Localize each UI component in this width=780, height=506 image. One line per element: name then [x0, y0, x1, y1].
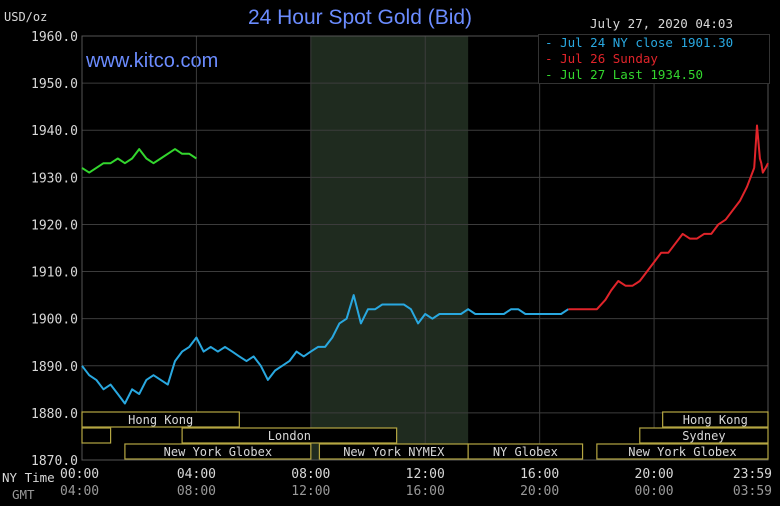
- session-box: [124, 443, 312, 460]
- x-tick-label-gmt: 04:00: [60, 484, 99, 499]
- session-box: [181, 427, 398, 444]
- session-box: [596, 443, 769, 460]
- site-link[interactable]: www.kitco.com: [86, 50, 219, 72]
- session-box: [467, 443, 584, 460]
- session-label: Hong Kong: [128, 413, 193, 427]
- series-line-3: [753, 124, 769, 174]
- x-tick-label-ny: 04:00: [177, 467, 216, 482]
- session-label: New York NYMEX: [343, 445, 445, 459]
- y-tick-label: 1900.0: [31, 313, 78, 328]
- x-tick-label-gmt: 20:00: [520, 484, 559, 499]
- session-box: [81, 427, 112, 444]
- session-box: [639, 427, 769, 444]
- ny-time-label: NY Time: [2, 470, 55, 485]
- x-tick-label-gmt: 08:00: [177, 484, 216, 499]
- x-tick-label-gmt: 03:59: [733, 484, 772, 499]
- session-label: Hong Kong: [683, 413, 748, 427]
- y-tick-label: 1930.0: [31, 171, 78, 186]
- y-tick-label: 1890.0: [31, 360, 78, 375]
- plot-frame: [81, 35, 769, 461]
- y-tick-label: 1940.0: [31, 124, 78, 139]
- y-tick-label: 1870.0: [31, 454, 78, 469]
- session-label: London: [268, 429, 311, 443]
- series-line-0: [81, 294, 569, 405]
- timestamp: July 27, 2020 04:03: [590, 16, 733, 31]
- session-label: New York Globex: [164, 445, 272, 459]
- x-tick-label-gmt: 12:00: [291, 484, 330, 499]
- legend: - Jul 24 NY close 1901.30 - Jul 26 Sunda…: [538, 34, 770, 84]
- session-label: Sydney: [682, 429, 725, 443]
- gmt-label: GMT: [12, 487, 35, 502]
- session-box: [81, 411, 240, 428]
- x-tick-label-ny: 16:00: [520, 467, 559, 482]
- legend-item-jul27: - Jul 27 Last 1934.50: [545, 67, 704, 82]
- legend-item-jul26: - Jul 26 Sunday: [545, 51, 658, 66]
- x-tick-label-ny: 23:59: [733, 467, 772, 482]
- x-tick-label-ny: 20:00: [635, 467, 674, 482]
- shaded-session: [310, 36, 469, 460]
- y-tick-label: 1960.0: [31, 30, 78, 45]
- chart-title: 24 Hour Spot Gold (Bid): [247, 6, 473, 29]
- y-tick-label: 1880.0: [31, 407, 78, 422]
- x-tick-label-ny: 12:00: [406, 467, 445, 482]
- x-tick-label-gmt: 16:00: [406, 484, 445, 499]
- y-unit-label: USD/oz: [4, 10, 48, 24]
- session-box: [662, 411, 769, 428]
- y-tick-label: 1950.0: [31, 77, 78, 92]
- x-tick-label-ny: 00:00: [60, 467, 99, 482]
- y-tick-label: 1910.0: [31, 266, 78, 281]
- y-tick-label: 1920.0: [31, 218, 78, 233]
- x-tick-label-gmt: 00:00: [635, 484, 674, 499]
- x-tick-label-ny: 08:00: [291, 467, 330, 482]
- legend-item-jul24: - Jul 24 NY close 1901.30: [545, 35, 734, 50]
- series-line-1: [568, 167, 756, 311]
- session-label: New York Globex: [628, 445, 736, 459]
- series-line-2: [81, 148, 197, 174]
- session-label: NY Globex: [493, 445, 558, 459]
